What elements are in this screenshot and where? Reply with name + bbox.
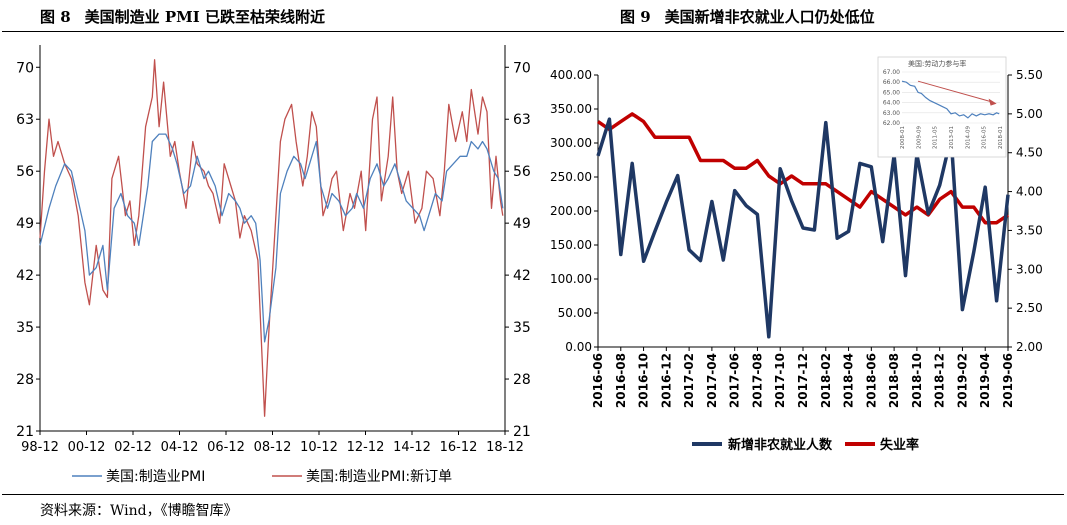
y-left-tick-label: 350.00 xyxy=(550,102,592,116)
y-tick-label: 35 xyxy=(16,320,34,336)
bottom-rule xyxy=(2,494,1064,495)
y-left-tick-label: 150.00 xyxy=(550,238,592,252)
x-tick-label: 2018-06 xyxy=(864,353,878,408)
x-tick-label: 2017-04 xyxy=(705,353,719,408)
x-tick-label: 18-12 xyxy=(486,440,524,455)
y-right-tick-label: 5.50 xyxy=(1016,68,1043,82)
inset-x-tick-label: 2018-01 xyxy=(998,126,1004,149)
legend-label-nonfarm: 新增非农就业人数 xyxy=(728,437,833,453)
inset-x-tick-label: 2011-05 xyxy=(933,126,939,149)
nonfarm-payrolls-line xyxy=(596,117,1010,339)
x-tick-label: 2016-10 xyxy=(637,353,651,408)
top-rule xyxy=(2,31,1064,32)
x-tick-label: 2018-04 xyxy=(842,353,856,408)
y-left-tick-label: 100.00 xyxy=(550,272,592,286)
x-tick-label: 2019-04 xyxy=(978,353,992,408)
x-tick-label: 2018-10 xyxy=(910,353,924,408)
inset-y-tick-label: 66.00 xyxy=(883,79,900,86)
y-tick-label: 63 xyxy=(16,112,34,128)
y-right-tick-label: 3.50 xyxy=(1016,223,1043,237)
inset-y-tick-label: 63.00 xyxy=(883,110,900,117)
y-tick-label: 21 xyxy=(16,424,34,440)
figure-9-title: 图 9 美国新增非农就业人口仍处低位 xyxy=(620,6,875,27)
y-tick-label-right: 49 xyxy=(513,216,531,232)
y-left-tick-label: 300.00 xyxy=(550,136,592,150)
y-right-tick-label: 4.00 xyxy=(1016,185,1043,199)
y-tick-label-right: 70 xyxy=(513,60,531,76)
y-tick-label-right: 21 xyxy=(513,424,531,440)
inset-x-tick-label: 2016-05 xyxy=(982,126,988,149)
y-tick-label-right: 42 xyxy=(513,268,531,284)
y-tick-label: 28 xyxy=(16,372,34,388)
inset-participation-line xyxy=(901,80,1000,119)
x-tick-label: 2018-12 xyxy=(933,353,947,408)
x-tick-label: 00-12 xyxy=(68,440,106,455)
y-tick-label-right: 63 xyxy=(513,112,531,128)
inset-trend-arrowhead xyxy=(988,98,997,106)
legend-label: 美国:制造业PMI:新订单 xyxy=(306,469,452,485)
pmi-chart: 21 21 28 28 35 35 42 42 49 49 56 56 63 63 70 70 98-12 00-… xyxy=(16,45,531,485)
y-tick-label-right: 35 xyxy=(513,320,531,336)
y-left-tick-label: 50.00 xyxy=(558,306,592,320)
legend-label: 美国:制造业PMI xyxy=(106,469,205,485)
y-right-tick-label: 3.00 xyxy=(1016,262,1043,276)
x-tick-label: 2017-06 xyxy=(728,353,742,408)
figure-8-number: 图 8 xyxy=(40,8,71,26)
y-tick-label: 56 xyxy=(16,164,34,180)
unemployment-rate-line xyxy=(597,112,1009,225)
figure-9-number: 图 9 xyxy=(620,8,651,26)
y-right-tick-label: 2.50 xyxy=(1016,301,1043,315)
y-tick-label: 70 xyxy=(16,60,34,76)
x-tick-label: 2016-12 xyxy=(659,353,673,408)
x-tick-label: 2016-08 xyxy=(614,353,628,408)
x-tick-label: 2017-12 xyxy=(796,353,810,408)
x-tick-label: 2017-02 xyxy=(682,353,696,408)
series-line xyxy=(39,133,504,343)
y-tick-label-right: 28 xyxy=(513,372,531,388)
x-tick-label: 08-12 xyxy=(254,440,292,455)
y-right-tick-label: 5.00 xyxy=(1016,107,1043,121)
inset-trend-arrow xyxy=(917,80,993,103)
figure-8-caption: 美国制造业 PMI 已跌至枯荣线附近 xyxy=(84,8,326,26)
x-tick-label: 06-12 xyxy=(207,440,245,455)
inset-x-tick-label: 2009-09 xyxy=(916,126,922,149)
x-tick-label: 2019-02 xyxy=(955,353,969,408)
y-right-tick-label: 2.00 xyxy=(1016,340,1043,354)
x-tick-label: 02-12 xyxy=(114,440,152,455)
x-tick-label: 2017-10 xyxy=(773,353,787,408)
x-tick-label: 10-12 xyxy=(300,440,338,455)
x-tick-label: 2018-08 xyxy=(887,353,901,408)
x-tick-label: 98-12 xyxy=(21,440,59,455)
y-tick-label: 42 xyxy=(16,268,34,284)
inset-x-tick-label: 2013-01 xyxy=(949,126,955,149)
x-tick-label: 14-12 xyxy=(393,440,431,455)
y-left-tick-label: 400.00 xyxy=(550,68,592,82)
source-note: 资料来源：Wind，《博瞻智库》 xyxy=(40,503,238,519)
series-line xyxy=(39,59,504,417)
y-left-tick-label: 0.00 xyxy=(565,340,592,354)
figure-9-caption: 美国新增非农就业人口仍处低位 xyxy=(664,8,875,26)
x-tick-label: 2018-02 xyxy=(819,353,833,408)
inset-x-tick-label: 2008-01 xyxy=(900,126,906,149)
inset-title: 美国:劳动力参与率 xyxy=(908,59,966,68)
nonfarm-chart: 0.00 50.00 100.00 150.00 200.00 250.00 300.00 3… xyxy=(550,56,1043,453)
legend-label-unemployment: 失业率 xyxy=(880,437,919,453)
inset-x-tick-label: 2014-09 xyxy=(965,126,971,149)
inset-y-tick-label: 67.00 xyxy=(883,69,900,76)
inset-y-tick-label: 64.00 xyxy=(883,100,900,107)
x-tick-label: 16-12 xyxy=(440,440,478,455)
y-tick-label: 49 xyxy=(16,216,34,232)
figure-8-title: 图 8 美国制造业 PMI 已跌至枯荣线附近 xyxy=(40,6,325,27)
y-left-tick-label: 250.00 xyxy=(550,170,592,184)
x-tick-label: 2017-08 xyxy=(750,353,764,408)
x-tick-label: 2016-06 xyxy=(591,353,605,408)
inset-y-tick-label: 65.00 xyxy=(883,89,900,96)
x-tick-label: 12-12 xyxy=(347,440,385,455)
x-tick-label: 2019-06 xyxy=(1001,353,1015,408)
x-tick-label: 04-12 xyxy=(161,440,199,455)
y-tick-label-right: 56 xyxy=(513,164,531,180)
y-right-tick-label: 4.50 xyxy=(1016,146,1043,160)
inset-y-tick-label: 62.00 xyxy=(883,120,900,127)
y-left-tick-label: 200.00 xyxy=(550,204,592,218)
